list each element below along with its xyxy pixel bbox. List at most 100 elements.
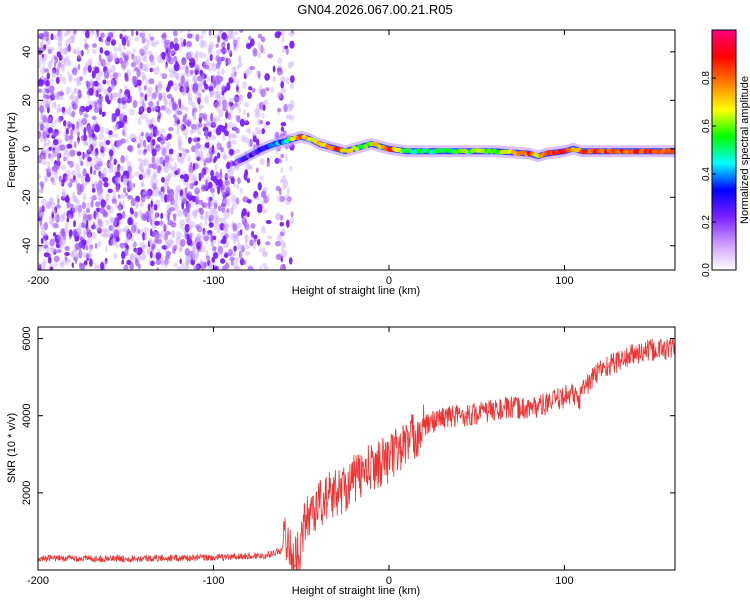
noise-dot (87, 156, 92, 162)
noise-dot (143, 85, 147, 91)
noise-dot (55, 76, 60, 84)
noise-dot (147, 217, 151, 222)
noise-dot (140, 113, 145, 120)
noise-dot (156, 267, 159, 270)
noise-dot (167, 133, 172, 140)
noise-dot (39, 152, 45, 159)
noise-dot (55, 95, 60, 101)
noise-dot (184, 223, 190, 233)
noise-dot (187, 33, 193, 39)
noise-dot (165, 179, 170, 186)
noise-dot (84, 43, 89, 50)
snr-series (38, 338, 675, 570)
noise-dot (169, 165, 175, 171)
noise-dot (176, 119, 180, 125)
noise-dot (154, 105, 161, 113)
colorbar-ticks: 0.00.20.40.60.8 (701, 71, 716, 277)
noise-dot (73, 220, 76, 228)
noise-dot (168, 67, 174, 72)
noise-dot (61, 195, 66, 201)
noise-dot (259, 120, 264, 125)
noise-dot (228, 48, 233, 55)
noise-dot (141, 244, 148, 249)
noise-dot (120, 138, 126, 144)
noise-dot (128, 175, 132, 184)
noise-dot (175, 72, 180, 81)
noise-dot (209, 200, 214, 207)
noise-dot (200, 150, 204, 156)
noise-dot (200, 80, 204, 86)
noise-dot (158, 190, 162, 196)
noise-dot (184, 248, 190, 256)
noise-dot (147, 240, 151, 248)
noise-dot (146, 166, 151, 175)
noise-dot (173, 244, 177, 251)
noise-dot (247, 91, 252, 99)
noise-dot (47, 166, 51, 173)
noise-dot (52, 249, 57, 255)
noise-dot (77, 89, 82, 99)
noise-dot (209, 82, 214, 88)
noise-dot (173, 101, 177, 108)
noise-dot (108, 149, 114, 157)
noise-dot (213, 252, 219, 259)
noise-dot (73, 95, 79, 101)
noise-dot (76, 78, 80, 87)
noise-dot (42, 114, 47, 123)
noise-dot (207, 181, 213, 189)
noise-dot (121, 165, 125, 171)
noise-dot (176, 154, 180, 162)
spectrogram-x-label: Height of straight line (km) (292, 285, 420, 297)
noise-dot (97, 161, 103, 167)
noise-dot (39, 124, 44, 131)
noise-dot (208, 85, 214, 92)
noise-dot (72, 123, 75, 131)
noise-dot (111, 78, 116, 87)
noise-dot (179, 189, 184, 198)
noise-dot (233, 123, 237, 132)
noise-dot (236, 183, 240, 190)
noise-dot (156, 54, 163, 64)
noise-dot (283, 179, 289, 188)
noise-dot (192, 240, 198, 247)
noise-dot (70, 250, 74, 258)
noise-dot (173, 69, 177, 79)
noise-dot (52, 92, 57, 100)
noise-dot (43, 53, 48, 61)
noise-dot (249, 65, 255, 71)
noise-dot (236, 96, 242, 106)
noise-dot (113, 56, 118, 63)
noise-dot (216, 228, 221, 234)
noise-dot (170, 230, 175, 237)
noise-dot (51, 70, 57, 79)
noise-dot (285, 197, 291, 206)
noise-dot (108, 52, 114, 60)
noise-dot (243, 109, 246, 116)
noise-dot (217, 106, 221, 113)
noise-dot (186, 40, 193, 48)
noise-dot (238, 250, 242, 259)
noise-dot (261, 112, 265, 119)
noise-dot (172, 69, 176, 76)
noise-dot (42, 87, 46, 96)
noise-dot (146, 119, 152, 128)
noise-dot (153, 66, 160, 76)
noise-dot (107, 92, 111, 98)
noise-dot (138, 210, 143, 217)
noise-dot (253, 108, 260, 113)
noise-dot (207, 197, 211, 203)
noise-dot (100, 261, 105, 270)
colorbar-tick-label: 0.6 (701, 119, 712, 133)
noise-dot (154, 129, 159, 136)
noise-dot (206, 196, 210, 201)
noise-dot (164, 194, 168, 203)
noise-dot (166, 55, 172, 62)
noise-dot (241, 216, 247, 225)
noise-dot (285, 47, 289, 55)
noise-dot (73, 77, 76, 82)
noise-dot (115, 121, 122, 130)
noise-dot (130, 197, 136, 207)
noise-dot (64, 147, 69, 155)
noise-dot (145, 168, 150, 176)
